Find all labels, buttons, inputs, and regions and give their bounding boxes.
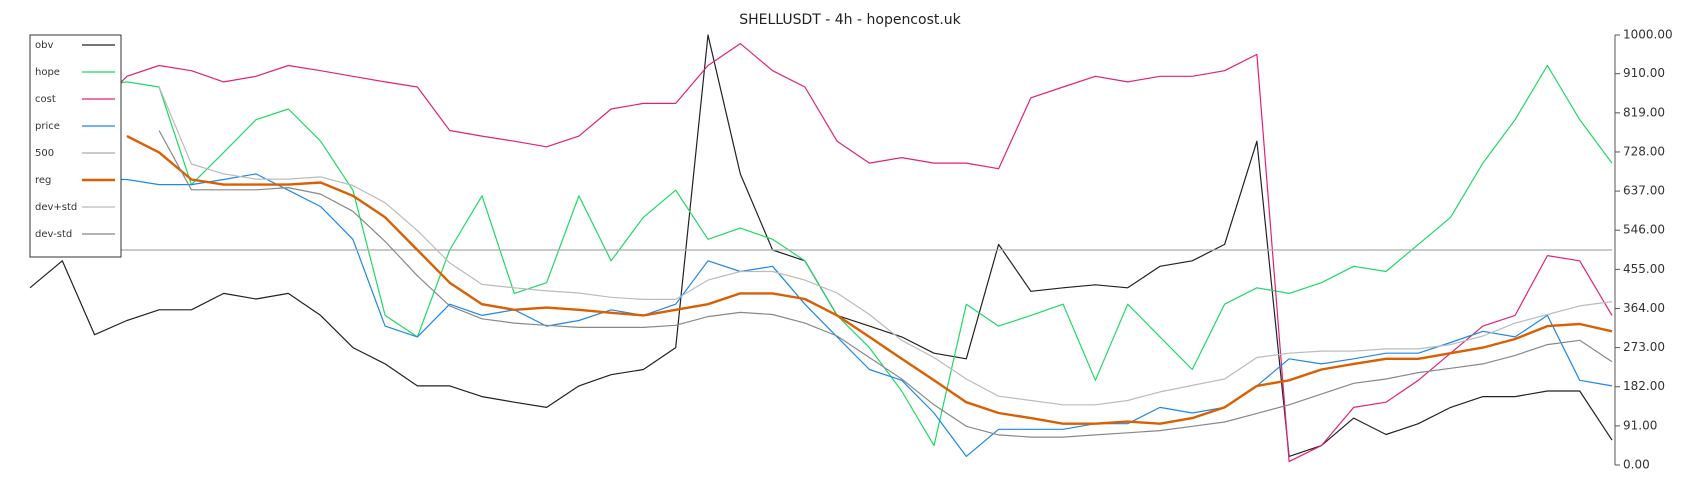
legend-text: obv [35,40,53,51]
series-line [30,173,1613,457]
y-tick-label: 91.00 [1623,418,1657,432]
legend-text: hope [35,67,60,78]
legend-text: dev-std [35,229,72,240]
y-tick-label: 910.00 [1623,66,1665,80]
y-tick-label: 728.00 [1623,144,1665,158]
y-tick-label: 637.00 [1623,184,1665,198]
legend-text: price [35,121,60,132]
series-line [158,86,1613,406]
legend-text: reg [35,175,51,186]
legend-text: cost [35,94,56,105]
y-tick-label: 273.00 [1623,340,1665,354]
legend: obv hope cost price 500 reg dev+std dev-std [29,34,122,258]
legend-text: dev+std [35,202,77,213]
legend-text: 500 [35,148,54,159]
y-tick-label: 546.00 [1623,223,1665,237]
chart-title: SHELLUSDT - 4h - hopencost.uk [739,12,961,28]
y-tick-label: 1000.00 [1623,28,1673,42]
series-line [29,64,1613,447]
series-line [29,43,1613,463]
series-line [126,135,1613,425]
series-line [29,34,1613,457]
y-tick-label: 0.00 [1623,458,1650,472]
y-tick-label: 819.00 [1623,105,1665,119]
y-tick-label: 364.00 [1623,301,1665,315]
y-tick-label: 182.00 [1623,379,1665,393]
series-line [158,130,1613,438]
y-tick-label: 455.00 [1623,262,1665,276]
